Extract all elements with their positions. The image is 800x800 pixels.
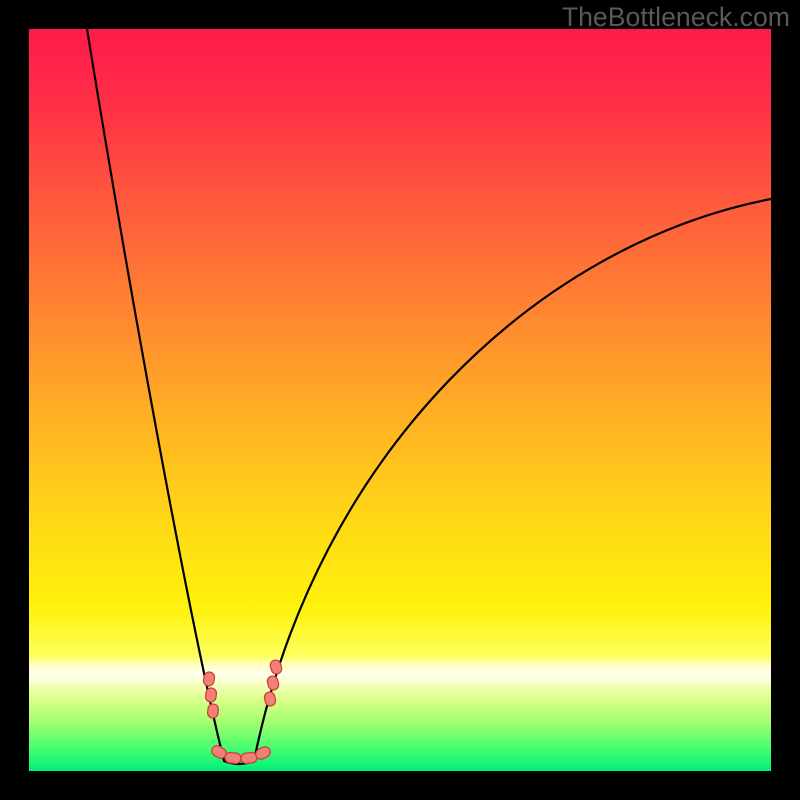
marker-pill [207, 703, 219, 718]
watermark: TheBottleneck.com [562, 2, 790, 33]
gradient-background [29, 29, 771, 771]
marker-pill [241, 752, 258, 764]
marker-pill [205, 687, 217, 702]
plot-svg [0, 0, 800, 800]
marker-pill [225, 752, 242, 764]
